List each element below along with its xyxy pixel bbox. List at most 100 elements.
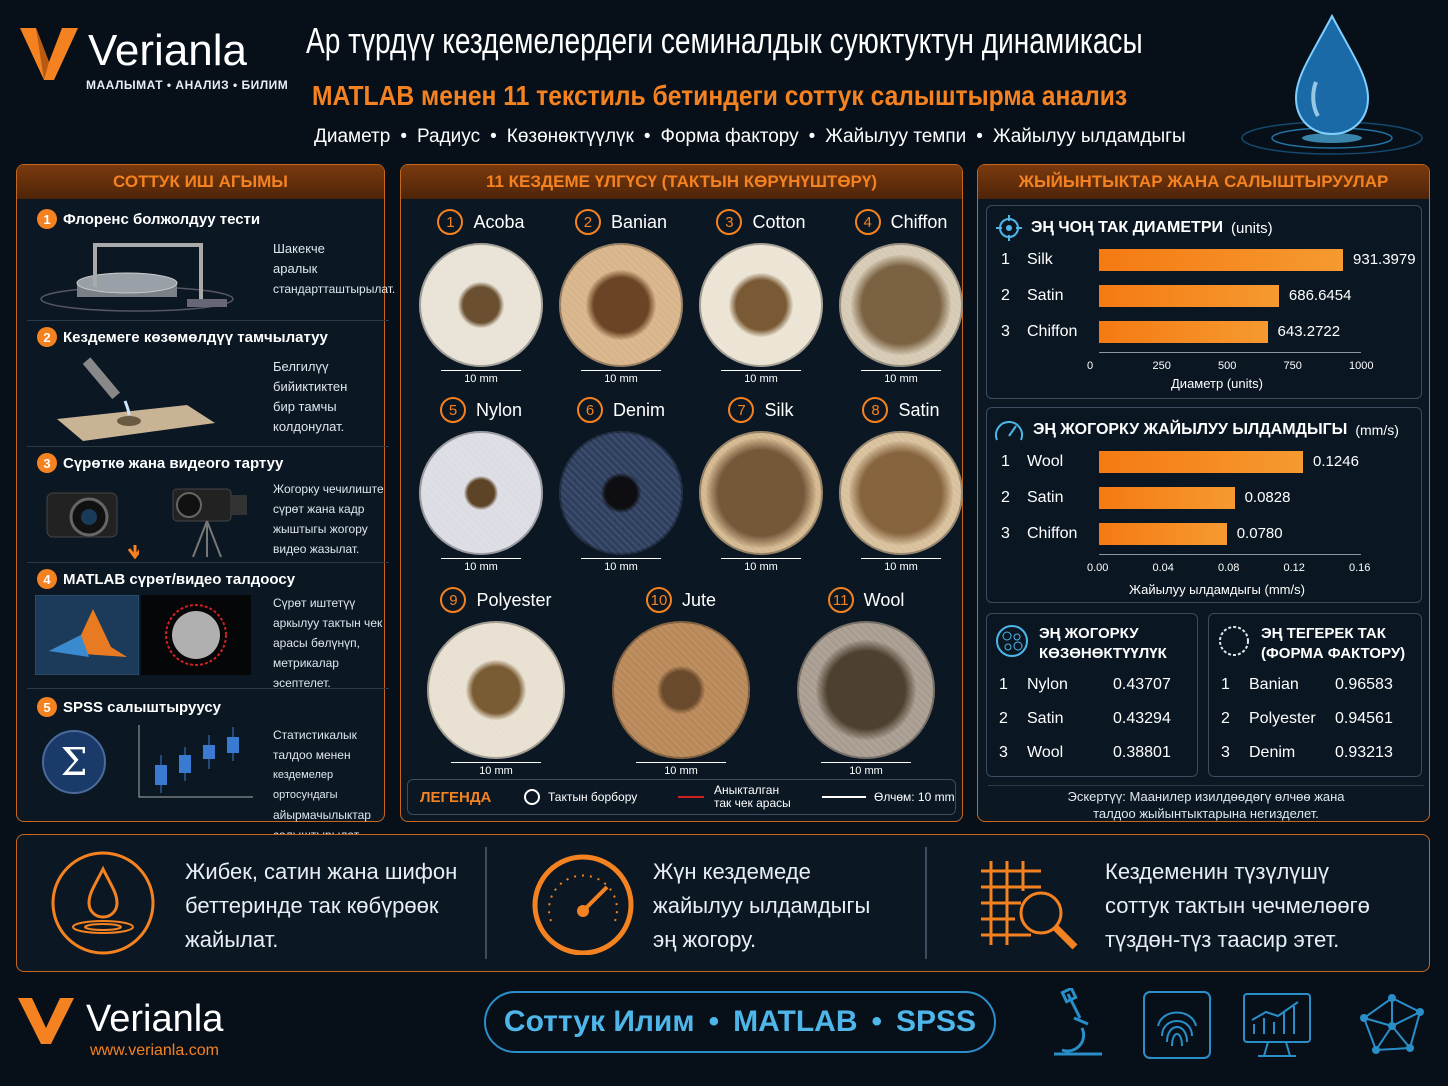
- matlab-icon: [35, 595, 139, 675]
- stain: [458, 282, 504, 328]
- sample-name: Nylon: [475, 399, 523, 420]
- sample-number: 2: [574, 209, 601, 235]
- rank-value: 0.43707: [1113, 676, 1171, 693]
- footer-url[interactable]: www.verianla.com: [90, 1042, 219, 1059]
- fabric-disc: [559, 431, 683, 555]
- rank-value: 0.96583: [1335, 676, 1393, 693]
- rank-rank: 1: [999, 676, 1008, 693]
- bar: [1099, 451, 1304, 473]
- rank-number: 1: [1001, 453, 1010, 470]
- sample-number: 1: [437, 209, 464, 235]
- roundness-box: ЭҢ ТЕГЕРЕК ТАК (ФОРМА ФАКТОРУ) 1 Banian 0.9…: [1208, 613, 1422, 777]
- monitor-chart-icon: [1243, 993, 1311, 1057]
- bar-value-label: 0.0780: [1236, 525, 1283, 542]
- sample-number: 6: [576, 397, 603, 423]
- stain: [849, 441, 953, 545]
- conclusion-2: Жүн кездемеде жайылуу ылдамдыгы эң жогору.: [653, 859, 871, 952]
- metrics-list: Диаметр • Радиус • Көзөнөктүүлүк • Форма факто…: [314, 126, 1186, 148]
- sample-name: Cotton: [752, 211, 806, 232]
- divider: [485, 847, 487, 959]
- bar-label: 3 Chiffon: [1001, 320, 1077, 344]
- scale-label: 10 mm: [831, 558, 971, 573]
- stain: [464, 476, 498, 510]
- sample-number: 4: [854, 209, 881, 235]
- speed-chart-title: ЭҢ ЖОГОРКУ ЖАЙЫЛУУ ЫЛДАМДЫГЫ: [1033, 421, 1348, 438]
- bar-label: 1 Wool: [1001, 450, 1063, 474]
- sample-number: 5: [439, 397, 466, 423]
- rank-name: Banian: [1249, 676, 1299, 693]
- bar-category: Wool: [1027, 453, 1064, 470]
- sample-name: Silk: [764, 399, 794, 420]
- workflow-step-2: 2 Кездемеге көзөмөлдүү тамчылатуу Белгилү…: [27, 327, 389, 447]
- samples-panel: 11 КЕЗДЕМЕ ҮЛГҮСҮ (ТАКТЫН КӨРҮНҮШТӨРҮ) 1…: [400, 164, 963, 822]
- porosity-title: ЭҢ ЖОГОРКУ КӨЗӨНӨКТҮҮЛҮК: [1039, 625, 1167, 662]
- results-title: ЖЫЙЫНТЫКТАР ЖАНА САЛЫШТЫРУУЛАР: [978, 165, 1429, 199]
- fabric-disc: [797, 621, 935, 759]
- sample-name: Chiffon: [890, 211, 948, 232]
- sample-satin: 8 Satin 10 mm: [831, 397, 971, 573]
- metric-item: Көзөнөктүүлүк: [506, 126, 634, 147]
- sample-polyester: 9 Polyester 10 mm: [421, 587, 571, 777]
- rank-rank: 2: [999, 710, 1008, 727]
- bar: [1099, 249, 1344, 271]
- scale-label: 10 mm: [421, 762, 571, 777]
- dropper-icon: [57, 357, 215, 441]
- porosity-box: ЭҢ ЖОГОРКУ КӨЗӨНӨКТҮҮЛҮК 1 Nylon 0.43707 2 Sa…: [986, 613, 1198, 777]
- conclusion-1: Жибек, сатин жана шифон беттеринде так кө…: [185, 859, 458, 952]
- x-axis: [1099, 554, 1361, 555]
- brand-name: Verianla: [88, 26, 248, 75]
- sample-number: 3: [716, 209, 743, 235]
- bar-category: Chiffon: [1027, 525, 1078, 542]
- scale-label: 10 mm: [551, 558, 691, 573]
- legend-title: ЛЕГЕНДА: [420, 788, 492, 806]
- bar-value-label: 0.0828: [1244, 489, 1291, 506]
- rank-number: 2: [1001, 489, 1010, 506]
- rank-name: Nylon: [1027, 676, 1068, 693]
- bar-category: Chiffon: [1027, 323, 1078, 340]
- rank-number: 2: [1001, 287, 1010, 304]
- stain: [706, 438, 816, 548]
- svg-text:Σ: Σ: [61, 740, 88, 784]
- x-tick-label: 0.12: [1283, 562, 1305, 574]
- sample-number: 7: [728, 397, 755, 423]
- fabric-disc: [419, 431, 543, 555]
- sample-silk: 7 Silk 10 mm: [691, 397, 831, 573]
- rank-value: 0.43294: [1113, 710, 1171, 727]
- diameter-chart-header: ЭҢ ЧОҢ ТАК ДИАМЕТРИ (units): [995, 214, 1273, 242]
- bar-value-label: 931.3979: [1353, 251, 1416, 268]
- rank-value: 0.93213: [1335, 744, 1393, 761]
- footer-logo: [16, 994, 76, 1046]
- x-tick-label: 750: [1283, 360, 1302, 372]
- sample-acoba: 1 Acoba 10 mm: [411, 209, 551, 385]
- bar-category: Silk: [1027, 251, 1053, 268]
- sample-number: 8: [862, 397, 889, 423]
- stain: [657, 666, 705, 714]
- x-tick-label: 500: [1218, 360, 1237, 372]
- diameter-chart-unit: (units): [1231, 219, 1273, 237]
- bar-value-label: 643.2722: [1277, 323, 1341, 340]
- workflow-step-5: 5 SPSS салыштыруусу Σ Статистикалык талдоо…: [27, 697, 389, 842]
- rank-rank: 1: [1221, 676, 1230, 693]
- scale-label: 10 mm: [791, 762, 941, 777]
- water-drop-logo: [1232, 10, 1432, 160]
- sample-banian: 2 Banian 10 mm: [551, 209, 691, 385]
- x-tick-label: 250: [1152, 360, 1171, 372]
- sample-denim: 6 Denim 10 mm: [551, 397, 691, 573]
- ring-test-icon: [40, 243, 234, 312]
- conclusions-panel: Жибек, сатин жана шифон беттеринде так кө…: [16, 834, 1430, 972]
- scale-label: 10 mm: [691, 558, 831, 573]
- boxplot-icon: [138, 725, 253, 798]
- scale-label: 10 mm: [411, 558, 551, 573]
- speed-chart-box: ЭҢ ЖОГОРКУ ЖАЙЫЛУУ ЫЛДАМДЫГЫ (mm/s) 1 Woo…: [986, 407, 1422, 603]
- sample-number: 10: [645, 587, 672, 613]
- sample-name: Polyester: [476, 589, 552, 610]
- stain: [816, 640, 916, 740]
- workflow-step-1: 1 Флоренс болжолдуу тести Шакекче аралык ст…: [27, 209, 395, 321]
- rank-name: Wool: [1027, 744, 1064, 761]
- stain: [729, 273, 793, 337]
- step-title: Кездемеге көзөмөлдүү тамчылатуу: [63, 328, 328, 346]
- page-title: Ар түрдүү кездемелердеги семиналдык суюк…: [306, 20, 1143, 61]
- bar-category: Satin: [1027, 287, 1064, 304]
- legend-boundary-line: [678, 796, 704, 798]
- legend-scale-line: [822, 796, 866, 798]
